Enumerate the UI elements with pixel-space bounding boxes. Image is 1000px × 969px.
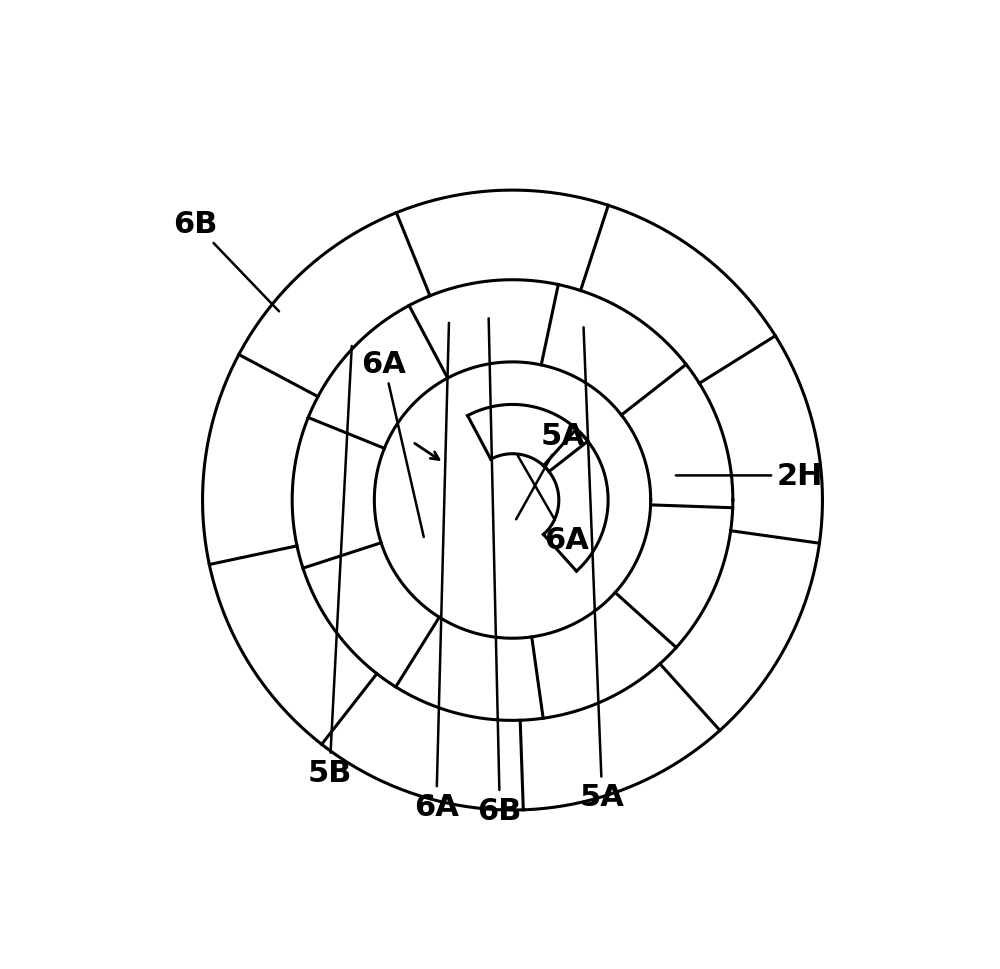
- Text: 5A: 5A: [580, 328, 625, 811]
- Text: 5A: 5A: [516, 422, 586, 519]
- Text: 6B: 6B: [478, 319, 522, 825]
- Text: 6A: 6A: [414, 324, 459, 821]
- Text: 6B: 6B: [173, 210, 279, 312]
- Text: 5B: 5B: [307, 347, 352, 788]
- Text: 6A: 6A: [362, 350, 424, 538]
- Text: 6A: 6A: [518, 456, 589, 554]
- Text: 2H: 2H: [676, 461, 823, 490]
